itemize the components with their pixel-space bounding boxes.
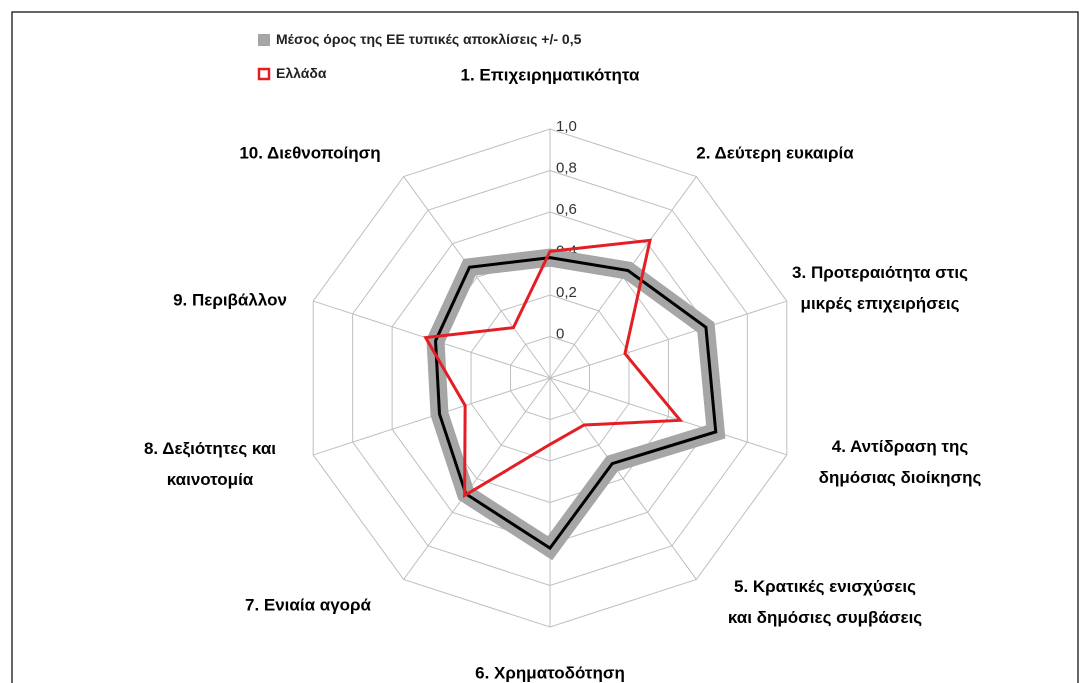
category-label: 8. Δεξιότητες και καινοτομία [143, 439, 277, 489]
legend-swatch [257, 67, 271, 81]
spoke [549, 377, 787, 456]
legend-label: Ελλάδα [276, 65, 327, 81]
band [426, 248, 726, 561]
spoke [549, 377, 697, 580]
category-label: 4. Αντίδραση της δημόσιας διοίκησης [818, 437, 982, 487]
category-label: 5. Κρατικές ενισχύσεις και δημόσιες συμβ… [727, 577, 923, 627]
spoke [403, 176, 551, 379]
tick-label: 0 [556, 325, 564, 342]
tick-label: 0,2 [556, 284, 577, 301]
legend-swatch [258, 34, 270, 46]
tick-label: 1,0 [556, 118, 577, 135]
frame [11, 11, 1079, 683]
category-label: 1. Επιχειρηματικότητα [460, 65, 640, 85]
average-line [434, 256, 718, 551]
category-label: 6. Χρηματοδότηση [475, 663, 625, 683]
category-label: 9. Περιβάλλον [173, 290, 287, 310]
spoke [403, 377, 551, 580]
category-label: 7. Ενιαία αγορά [244, 595, 372, 615]
series-line [423, 238, 684, 499]
category-label: 3. Προτεραιότητα στις μικρές επιχειρήσει… [792, 263, 968, 313]
category-label: 2. Δεύτερη ευκαιρία [696, 143, 854, 163]
tick-label: 0,6 [556, 201, 577, 218]
spoke [549, 300, 787, 379]
legend-label: Μέσος όρος της ΕΕ τυπικές αποκλίσεις +/-… [276, 31, 582, 47]
category-label: 10. Διεθνοποίηση [239, 143, 381, 163]
tick-label: 0,8 [556, 159, 577, 176]
